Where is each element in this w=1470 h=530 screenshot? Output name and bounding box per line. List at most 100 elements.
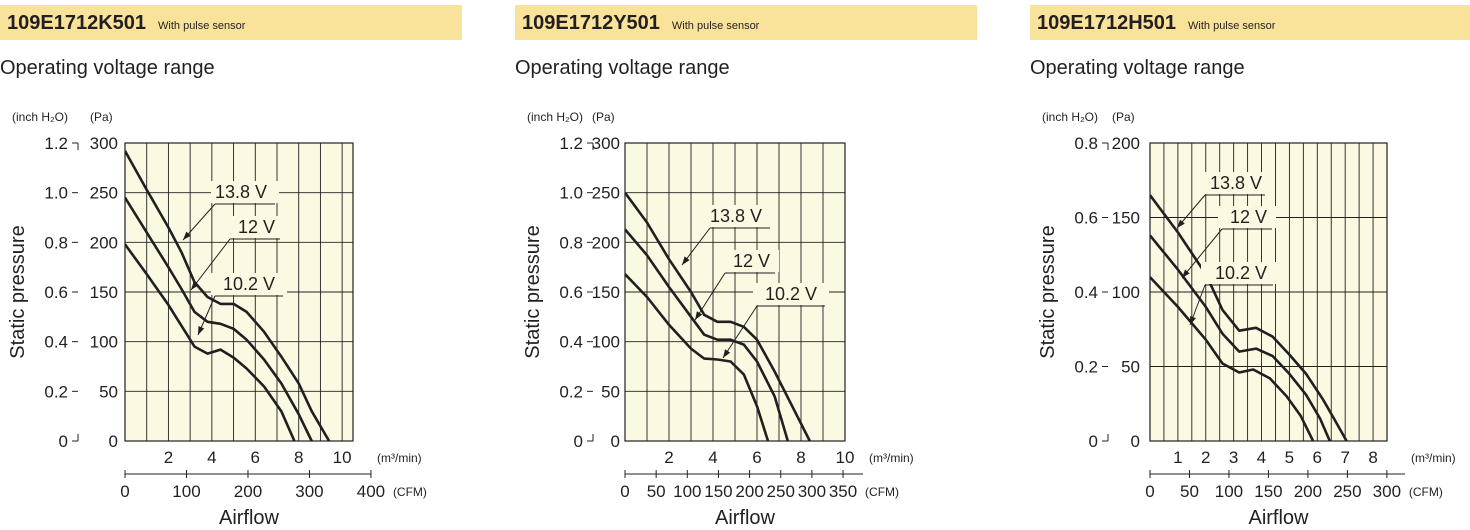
series-leader-line xyxy=(1181,228,1223,279)
chart-panel-2: 109E1712Y501 With pulse sensor Operating … xyxy=(515,0,985,530)
x-tick-label-m3: 4 xyxy=(1257,448,1266,467)
series-leader-line xyxy=(722,305,758,359)
y-tick-label-inch: 0.8 xyxy=(44,233,68,252)
x-unit-m3: (m³/min) xyxy=(869,451,914,465)
x-tick-label-cfm: 50 xyxy=(1180,482,1199,501)
model-header: 109E1712K501 With pulse sensor xyxy=(0,5,462,40)
series-label-bg xyxy=(1218,206,1276,228)
chart-title: Operating voltage range xyxy=(1030,57,1245,79)
pq-chart-2: 3001.22501.02000.81500.61000.4500.200(in… xyxy=(522,110,914,529)
series-label: 13.8 V xyxy=(215,182,267,202)
y-tick-label-pa: 200 xyxy=(592,233,620,252)
y-unit-pa: (Pa) xyxy=(90,110,113,124)
x-tick-label-m3: 2 xyxy=(1201,448,1210,467)
series-leader-arrow xyxy=(695,311,703,320)
y-tick-label-pa: 300 xyxy=(592,134,620,153)
y-tick-label-inch: 1.2 xyxy=(559,134,583,153)
series-line-12V xyxy=(625,228,790,441)
y-tick-label-inch: 0 xyxy=(59,432,68,451)
series-label-bg xyxy=(721,250,779,272)
series-line-12V xyxy=(125,196,313,441)
y-tick-label-inch: 0 xyxy=(1089,432,1098,451)
series-line-102V xyxy=(125,243,296,441)
chart-panel-1: 109E1712K501 With pulse sensor Operating … xyxy=(0,0,470,530)
model-title: 109E1712K501 With pulse sensor xyxy=(7,12,246,34)
series-leader-arrow xyxy=(198,326,205,335)
y-tick-label-pa: 150 xyxy=(592,283,620,302)
y-tick-label-inch: 1.0 xyxy=(559,184,583,203)
x-tick-label-cfm: 0 xyxy=(120,482,129,501)
x-unit-cfm: (CFM) xyxy=(393,485,427,499)
x-tick-label-cfm: 200 xyxy=(735,482,763,501)
model-title: 109E1712Y501 With pulse sensor xyxy=(522,12,760,34)
y-tick-label-pa: 0 xyxy=(1131,432,1140,451)
y-tick-label-pa: 50 xyxy=(1121,358,1140,377)
y-tick-label-pa: 250 xyxy=(90,184,118,203)
x-tick-label-m3: 4 xyxy=(207,448,216,467)
series-label: 10.2 V xyxy=(1215,263,1267,283)
series-leader-line xyxy=(190,238,231,291)
x-tick-label-cfm: 350 xyxy=(829,482,857,501)
y-tick-label-inch: 0.2 xyxy=(1074,358,1098,377)
x-axis-title: Airflow xyxy=(1248,507,1309,529)
x-tick-label-m3: 10 xyxy=(836,448,855,467)
y-tick-label-inch: 0.2 xyxy=(559,382,583,401)
y-tick-label-pa: 0 xyxy=(109,432,118,451)
sensor-note: With pulse sensor xyxy=(1188,20,1276,32)
y-tick-label-pa: 200 xyxy=(90,233,118,252)
y-tick-label-pa: 0 xyxy=(611,432,620,451)
y-tick-label-inch: 0.6 xyxy=(1074,209,1098,228)
y-tick-label-pa: 250 xyxy=(592,184,620,203)
series-label: 12 V xyxy=(733,251,770,271)
series-leader-arrow xyxy=(723,349,731,358)
x-tick-label-cfm: 300 xyxy=(295,482,323,501)
series-leader-arrow xyxy=(682,256,690,265)
x-tick-label-cfm: 0 xyxy=(620,482,629,501)
series-label-bg xyxy=(1201,262,1277,284)
chart-panel-3: 109E1712H501 With pulse sensor Operating … xyxy=(1030,0,1470,530)
x-tick-label-cfm: 150 xyxy=(704,482,732,501)
series-leader-arrow xyxy=(191,281,199,290)
series-label-bg xyxy=(753,283,829,305)
y-tick-label-pa: 100 xyxy=(90,333,118,352)
x-tick-label-cfm: 50 xyxy=(647,482,666,501)
x-tick-label-cfm: 150 xyxy=(1254,482,1282,501)
x-tick-label-m3: 2 xyxy=(164,448,173,467)
x-unit-cfm: (CFM) xyxy=(1409,485,1443,499)
chart-title: Operating voltage range xyxy=(0,57,215,79)
x-tick-label-m3: 6 xyxy=(251,448,260,467)
x-tick-label-cfm: 100 xyxy=(1215,482,1243,501)
series-label: 13.8 V xyxy=(710,206,762,226)
series-leader-arrow xyxy=(1177,219,1185,228)
series-label: 10.2 V xyxy=(765,284,817,304)
x-tick-label-m3: 8 xyxy=(294,448,303,467)
x-tick-label-cfm: 0 xyxy=(1145,482,1154,501)
y-axis-title: Static pressure xyxy=(522,225,544,358)
x-tick-label-cfm: 200 xyxy=(1294,482,1322,501)
chart-title: Operating voltage range xyxy=(515,57,730,79)
series-line-102V xyxy=(625,273,770,441)
y-tick-label-inch: 0.8 xyxy=(559,233,583,252)
x-tick-label-m3: 4 xyxy=(708,448,717,467)
series-label: 10.2 V xyxy=(223,274,275,294)
y-unit-pa: (Pa) xyxy=(592,110,615,124)
x-tick-label-m3: 8 xyxy=(796,448,805,467)
model-header: 109E1712H501 With pulse sensor xyxy=(1030,5,1470,40)
y-tick-label-inch: 1.0 xyxy=(44,184,68,203)
x-tick-label-cfm: 300 xyxy=(798,482,826,501)
y-tick-label-inch: 1.2 xyxy=(44,134,68,153)
y-unit-inch: (inch H₂O) xyxy=(12,110,68,124)
x-tick-label-m3: 5 xyxy=(1285,448,1294,467)
y-unit-inch: (inch H₂O) xyxy=(527,110,583,124)
y-tick-label-pa: 50 xyxy=(99,382,118,401)
series-label-bg xyxy=(211,181,279,203)
series-leader-arrow xyxy=(1182,269,1190,278)
y-tick-label-pa: 200 xyxy=(1112,134,1140,153)
x-tick-label-m3: 3 xyxy=(1229,448,1238,467)
model-title: 109E1712H501 With pulse sensor xyxy=(1037,12,1276,34)
x-tick-label-m3: 6 xyxy=(752,448,761,467)
y-tick-label-inch: 0 xyxy=(574,432,583,451)
x-tick-label-m3: 1 xyxy=(1173,448,1182,467)
model-header: 109E1712Y501 With pulse sensor xyxy=(515,5,977,40)
x-axis-title: Airflow xyxy=(219,507,280,529)
